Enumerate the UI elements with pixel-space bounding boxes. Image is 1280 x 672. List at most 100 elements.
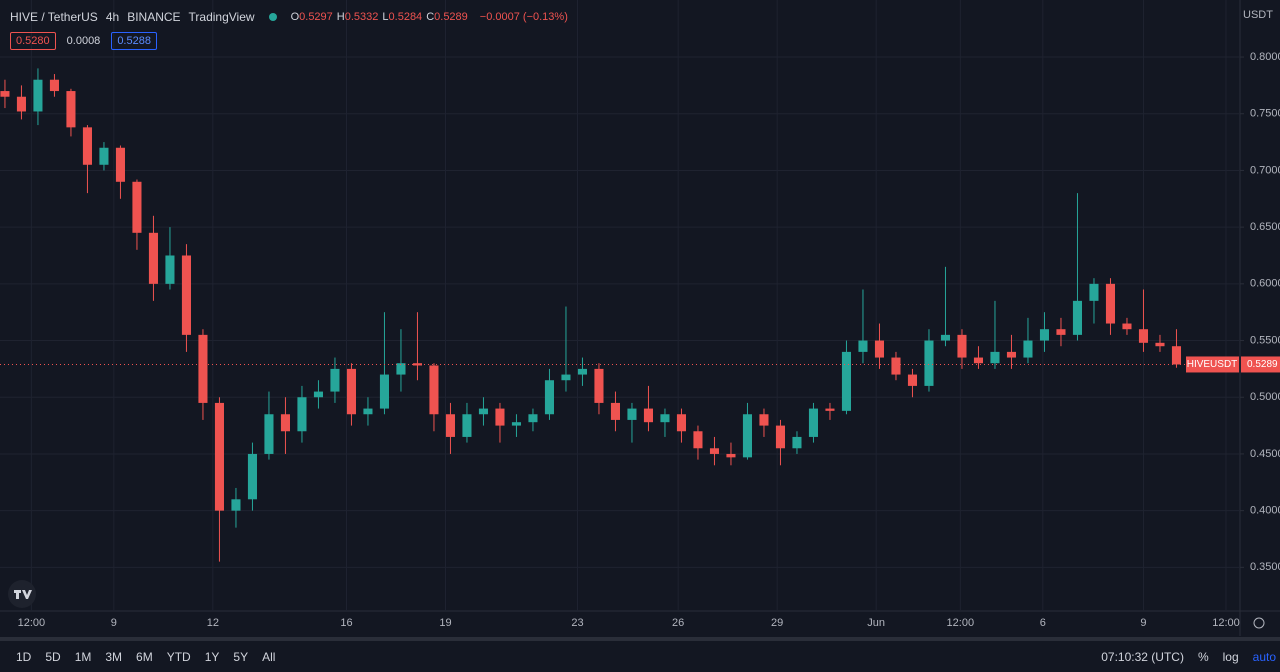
candle-body <box>429 365 439 415</box>
ohlc-key: L <box>382 11 389 23</box>
period-button[interactable]: 5D <box>45 649 61 664</box>
bottom-toolbar: 1D 5D 1M 3M 6M YTD 1Y 5Y All 07:10:32 (UTC) % lo… <box>0 637 1280 672</box>
candle-body <box>775 425 786 449</box>
clock[interactable]: 07:10:32 (UTC) <box>1101 649 1184 664</box>
candle-body <box>627 408 637 420</box>
ask[interactable]: 0.5288 <box>111 32 157 50</box>
exchange: BINANCE <box>127 10 181 24</box>
candle-body <box>610 402 620 420</box>
candle-body <box>363 408 373 415</box>
symbol-label-bg <box>1186 356 1239 373</box>
period-button[interactable]: 6M <box>136 649 153 664</box>
candle-body <box>313 391 323 398</box>
candle-body <box>148 232 158 284</box>
candle-body <box>115 147 125 182</box>
period-buttons: 1D 5D 1M 3M 6M YTD 1Y 5Y All <box>16 650 275 664</box>
candle-body <box>214 402 224 511</box>
candle-body <box>33 79 43 112</box>
x-tick-label: 12:00 <box>947 617 975 629</box>
symbol[interactable]: HIVE / TetherUS <box>10 10 98 24</box>
candle-body <box>379 374 389 409</box>
log-toggle[interactable]: log <box>1222 649 1239 664</box>
candle-body <box>412 363 422 366</box>
candle-body <box>726 453 736 458</box>
candle-body <box>478 408 488 415</box>
x-tick-label: 12:00 <box>1212 617 1240 629</box>
x-tick-label: 9 <box>1140 617 1146 629</box>
period-button[interactable]: 1Y <box>204 649 220 664</box>
ohlc-item: O0.5297 <box>291 11 333 23</box>
y-tick-label: 0.8000 <box>1250 51 1280 63</box>
brand: TradingView <box>188 10 255 24</box>
candle-body <box>16 96 26 112</box>
candle-body <box>709 448 720 454</box>
candle-body <box>643 408 654 423</box>
grid <box>0 0 1240 611</box>
candle-body <box>891 357 901 375</box>
candle-body <box>1039 329 1050 341</box>
auto-toggle[interactable]: auto <box>1252 649 1276 664</box>
period-button[interactable]: All <box>262 649 276 664</box>
x-tick-label: 26 <box>672 617 684 629</box>
last-price-label: 0.5289 <box>1247 359 1278 370</box>
ohlc-value: 0.5284 <box>388 11 423 23</box>
ohlc-values: O0.5297 H0.5332 L0.5284 C0.5289 <box>291 11 472 23</box>
candle-body <box>396 363 406 375</box>
period-button[interactable]: YTD <box>166 649 191 664</box>
percent-toggle[interactable]: % <box>1197 649 1209 664</box>
candle-body <box>132 181 142 233</box>
period-button[interactable]: 1D <box>16 649 32 664</box>
candle-body <box>858 340 868 352</box>
bid-ask: 0.5280 0.0008 0.5288 <box>10 32 157 50</box>
settings-icon[interactable] <box>1253 617 1265 629</box>
interval[interactable]: 4h <box>105 10 120 24</box>
spread: 0.0008 <box>66 35 101 47</box>
candle-body <box>742 414 753 458</box>
ohlc-key: C <box>426 11 435 23</box>
period-button[interactable]: 5Y <box>233 649 249 664</box>
candle-body <box>280 414 290 432</box>
x-tick-label: 12 <box>207 617 219 629</box>
candle-body <box>825 408 835 411</box>
candle-body <box>1138 329 1149 343</box>
last-price-bg <box>1241 356 1280 373</box>
candle-body <box>940 334 951 341</box>
candle-body <box>693 431 703 449</box>
candle-body <box>544 380 554 415</box>
status-dot <box>268 13 277 21</box>
bid[interactable]: 0.5280 <box>10 32 56 50</box>
x-tick-label: 23 <box>571 617 583 629</box>
candle-body <box>1006 351 1017 358</box>
candle-body <box>759 414 769 426</box>
candle-body <box>676 414 687 432</box>
candle-body <box>808 408 819 437</box>
tradingview-logo[interactable] <box>8 580 36 608</box>
ohlc-item: L0.5284 <box>382 11 422 23</box>
currency-label[interactable]: USDT <box>1243 9 1273 21</box>
candle-body <box>165 255 175 284</box>
candle-body <box>66 91 76 128</box>
candle-body <box>181 255 191 335</box>
x-tick-label: 9 <box>111 617 117 629</box>
candle-body <box>264 414 274 454</box>
candle-body <box>990 351 1000 364</box>
x-tick-label: 12:00 <box>18 617 46 629</box>
ohlc-item: H0.5332 <box>337 11 379 23</box>
ohlc-value: 0.5297 <box>299 11 333 23</box>
period-button[interactable]: 3M <box>105 649 123 664</box>
candle-body <box>198 334 208 403</box>
candle-body <box>445 414 455 437</box>
candle-body <box>1171 346 1182 365</box>
candle-body <box>924 340 934 386</box>
period-button[interactable]: 1M <box>74 649 92 664</box>
candle-body <box>874 340 885 358</box>
candle-body <box>1155 342 1165 347</box>
candle-body <box>330 368 340 392</box>
